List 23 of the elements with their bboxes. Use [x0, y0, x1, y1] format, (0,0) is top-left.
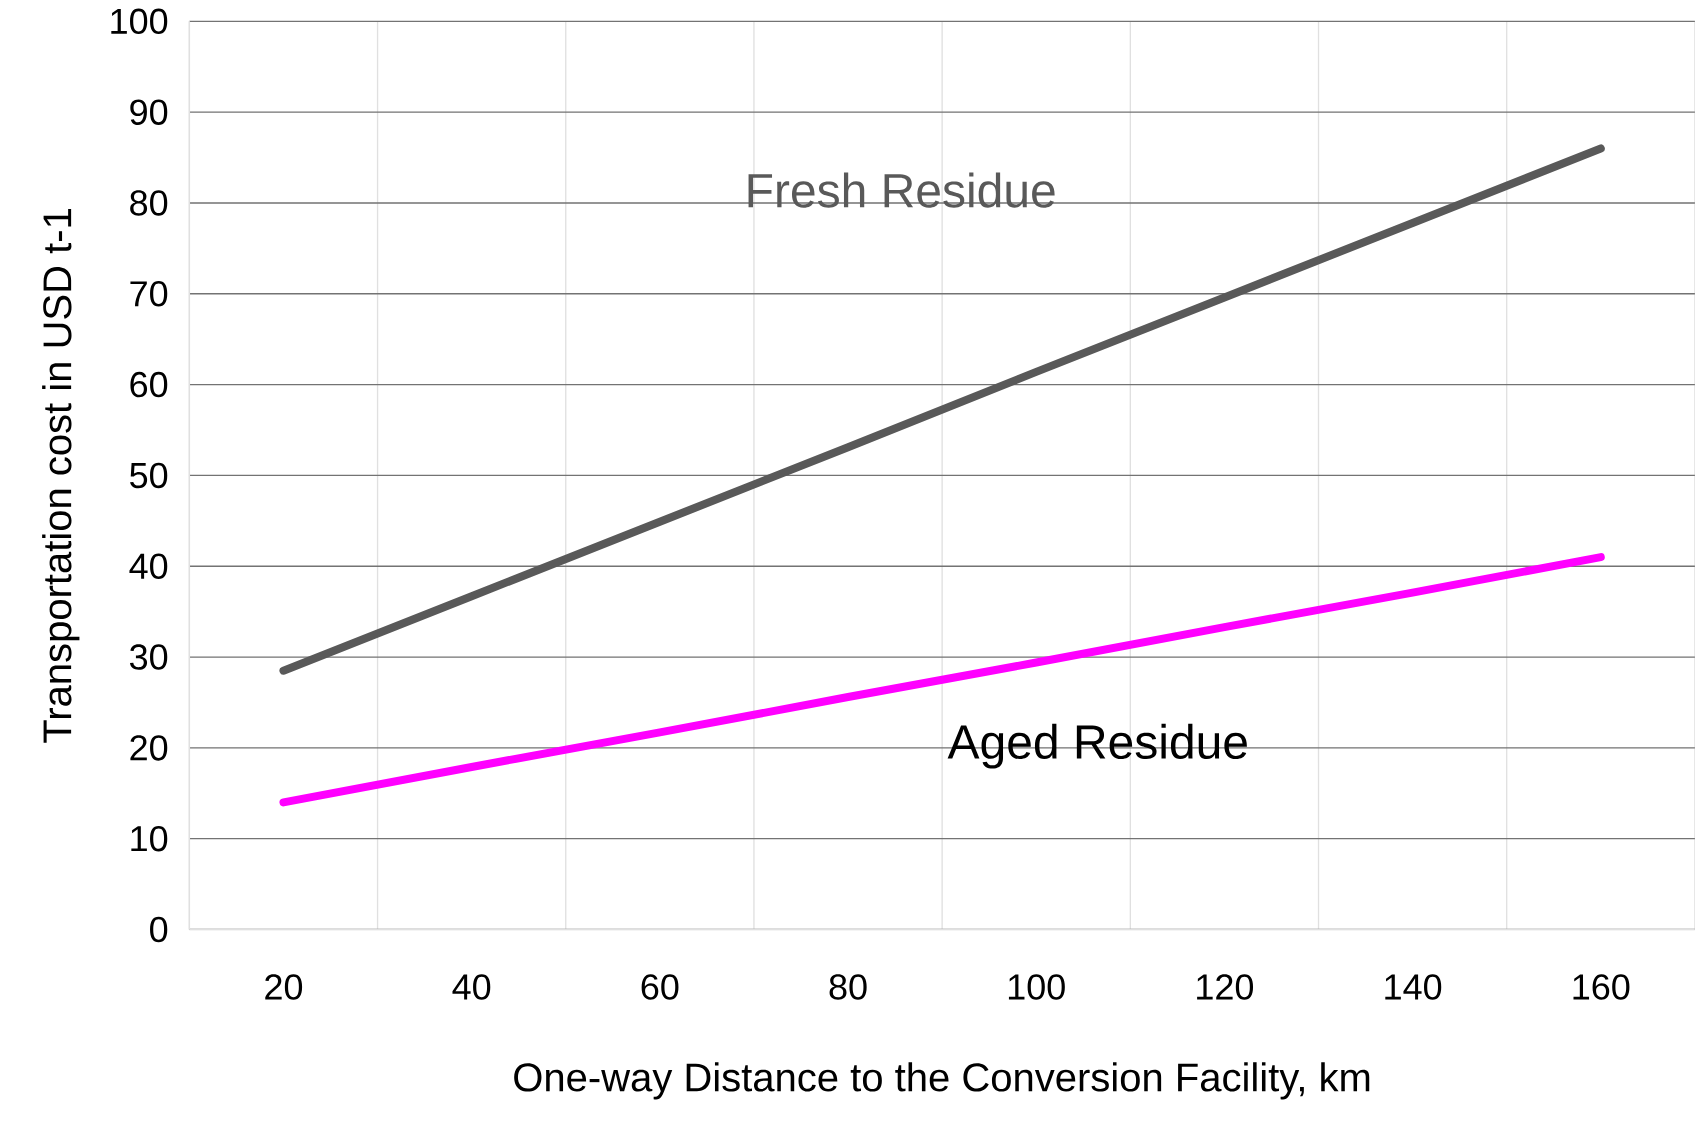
y-tick-label: 20	[130, 735, 168, 761]
y-tick-label: 60	[130, 371, 168, 398]
x-tick-label: 60	[641, 974, 679, 1000]
x-axis-title: One-way Distance to the Conversion Facility, km	[514, 1062, 1370, 1100]
x-tick-label: 100	[1008, 974, 1065, 1000]
x-tick-label: 80	[829, 974, 867, 1000]
series-label: Aged Residue	[947, 723, 1247, 769]
y-tick-label: 0	[150, 916, 168, 943]
y-tick-label: 50	[130, 462, 168, 489]
x-tick-label: 20	[265, 974, 303, 1000]
x-tick-label: 140	[1385, 974, 1442, 1000]
y-tick-label: 100	[111, 8, 168, 34]
y-tick-label: 10	[131, 825, 168, 852]
y-axis-title: Transportation cost in USD t-1	[42, 209, 80, 743]
x-tick-label: 160	[1573, 974, 1630, 1000]
x-tick-label: 120	[1197, 974, 1254, 1000]
text: Fresh Residue	[748, 172, 1055, 208]
x-tick-label: 40	[452, 974, 491, 1000]
y-tick-label: 30	[129, 644, 168, 670]
y-tick-label: 70	[130, 280, 168, 307]
y-tick-label: 90	[130, 99, 168, 125]
y-tick-label: 40	[129, 553, 168, 579]
y-tick-label: 80	[130, 190, 168, 216]
